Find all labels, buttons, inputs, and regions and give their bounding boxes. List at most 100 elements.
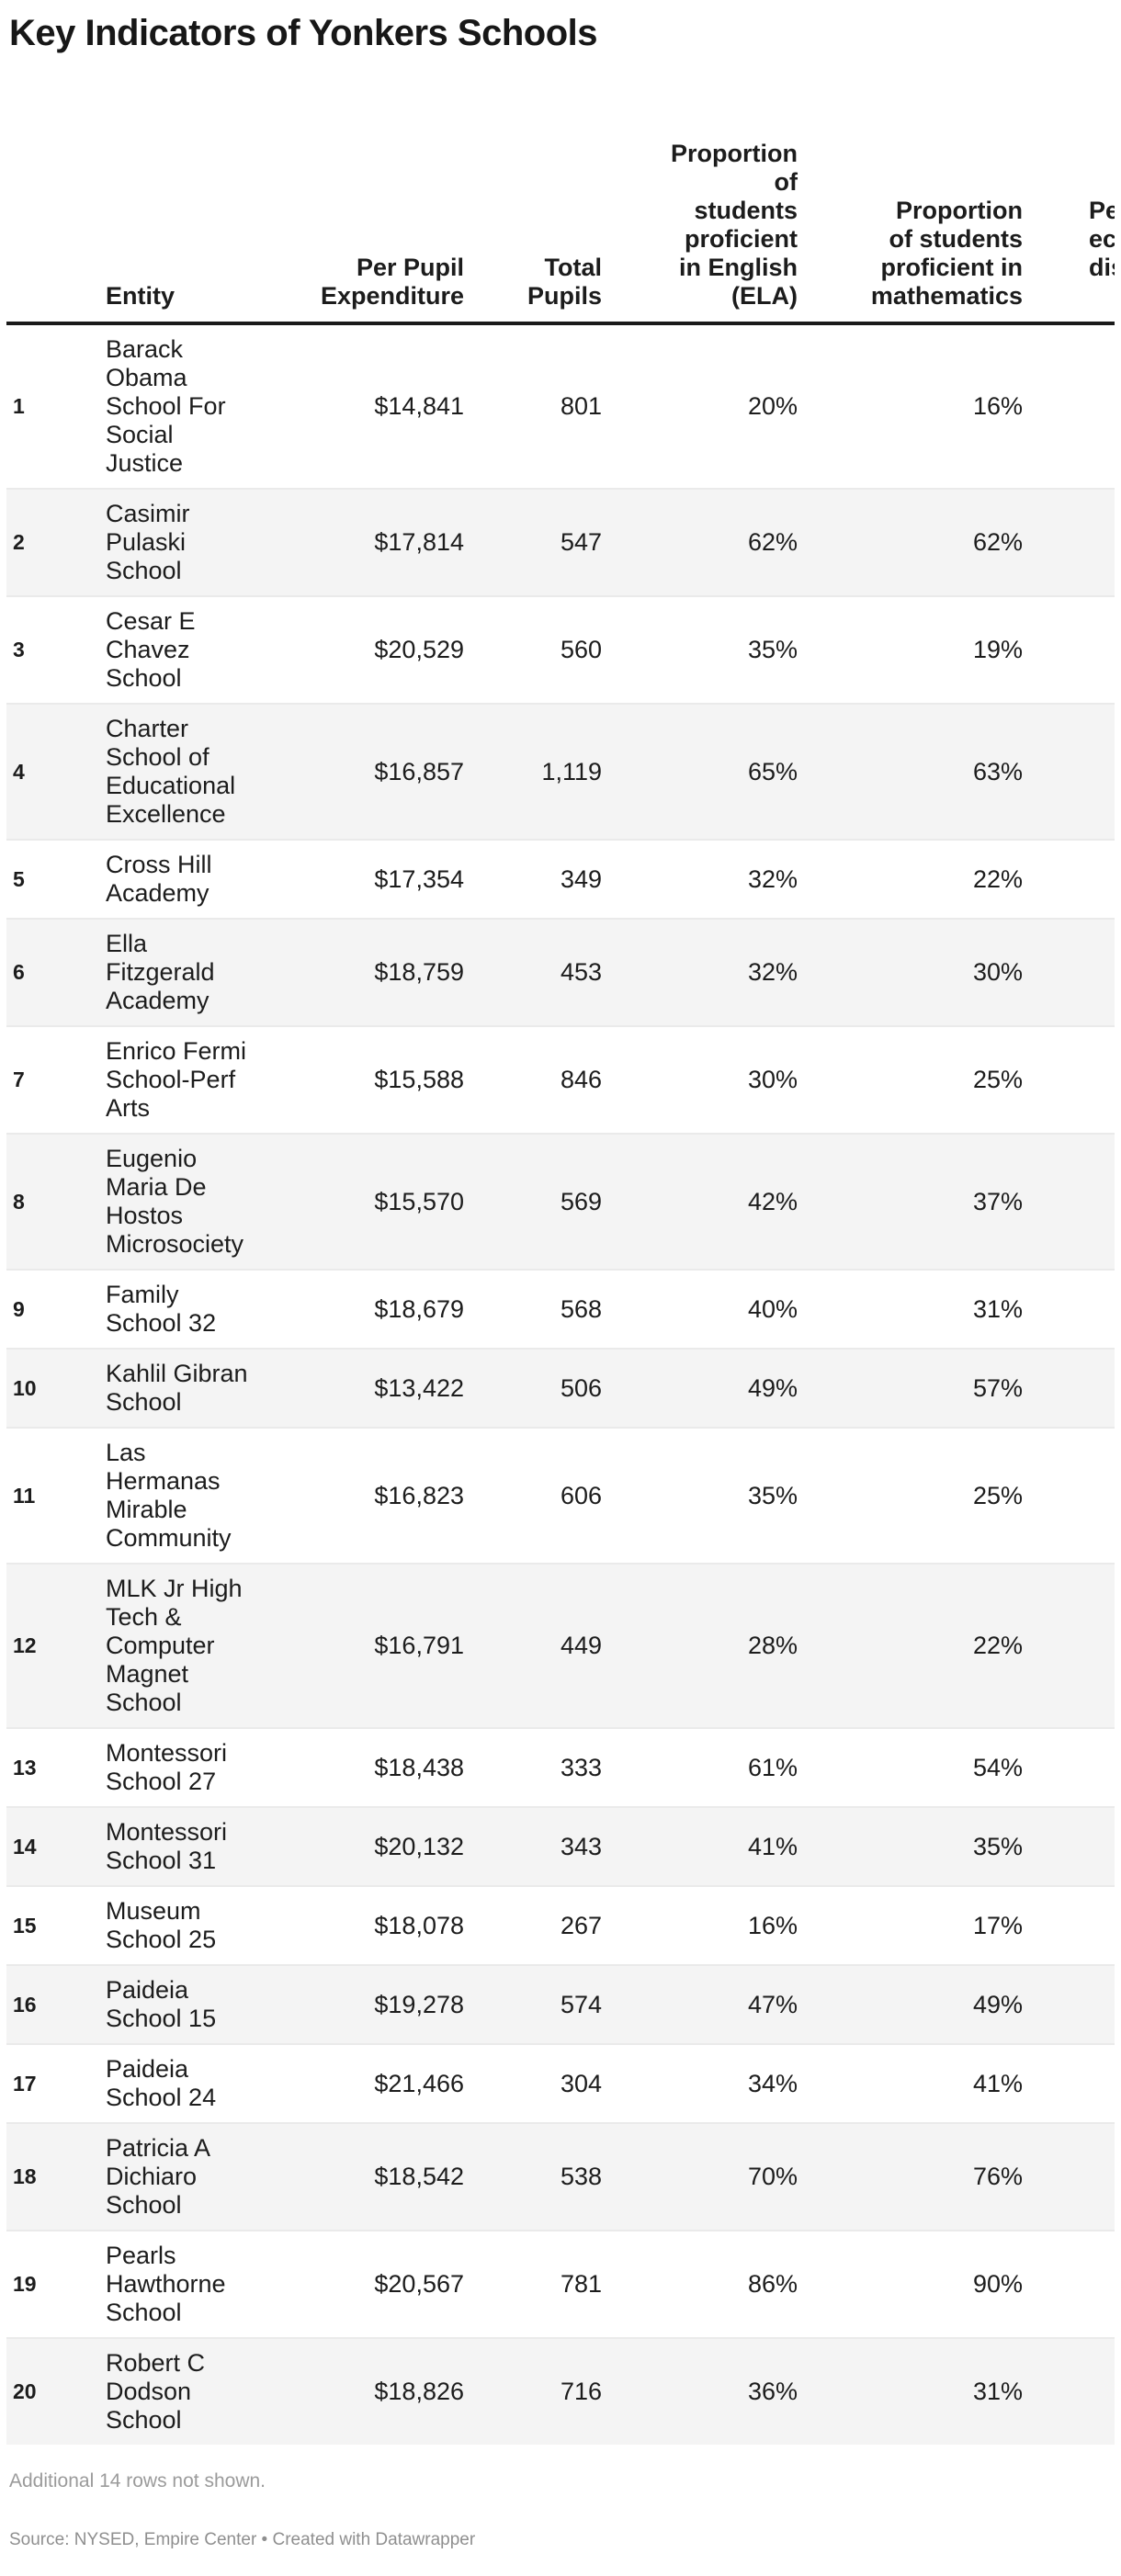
table-row: 1 Barack Obama School For Social Justice…: [6, 323, 1115, 489]
expenditure-cell: $15,570: [285, 1133, 464, 1270]
math-proficiency-cell: 54%: [798, 1727, 1023, 1807]
total-pupils-cell: 574: [464, 1964, 602, 2044]
entity-cell: Barack Obama School For Social Justice: [106, 335, 226, 477]
row-number: 8: [6, 1133, 101, 1270]
math-proficiency-cell: 19%: [798, 595, 1023, 704]
entity-cell: Montessori School 27: [101, 1727, 285, 1807]
entity-cell: Cross Hill Academy: [101, 839, 285, 919]
header-spacer-line: [1089, 282, 1115, 311]
total-pupils-cell: 569: [464, 1133, 602, 1270]
entity-cell: Pearls Hawthorne School: [101, 2230, 285, 2338]
entity-cell: Charter School of Educational Excellence: [101, 703, 285, 840]
row-number: 12: [6, 1563, 101, 1728]
row-number: 4: [6, 703, 101, 840]
entity-cell: Enrico Fermi School-Perf Arts: [101, 1025, 285, 1134]
column-header-entity: Entity: [101, 55, 285, 325]
entity-cell: Eugenio Maria De Hostos Microsociety: [101, 1133, 285, 1270]
row-number: 20: [6, 2337, 101, 2445]
entity-cell: Robert C Dodson School: [101, 2337, 285, 2445]
row-number: 5: [6, 839, 101, 919]
truncation-note: Additional 14 rows not shown.: [9, 2470, 266, 2491]
math-proficiency-cell: 57%: [798, 1348, 1023, 1428]
row-number: 1: [13, 394, 25, 418]
ela-proficiency-cell: 35%: [602, 595, 798, 704]
expenditure-cell: $17,814: [285, 488, 464, 596]
table-body: 1 Barack Obama School For Social Justice…: [6, 323, 1115, 2445]
total-pupils-cell: 453: [464, 918, 602, 1026]
math-proficiency-cell: 90%: [798, 2230, 1023, 2338]
math-proficiency-cell: 31%: [798, 1269, 1023, 1349]
total-pupils-cell: 349: [464, 839, 602, 919]
truncated-column-cell: [1023, 1964, 1115, 2044]
total-pupils-cell: 568: [464, 1269, 602, 1349]
expenditure-cell: $18,438: [285, 1727, 464, 1807]
expenditure-cell: $20,567: [285, 2230, 464, 2338]
expenditure-cell: $18,826: [285, 2337, 464, 2445]
ela-proficiency-cell: 41%: [602, 1806, 798, 1886]
expenditure-cell: $15,588: [285, 1025, 464, 1134]
expenditure-cell: $18,542: [285, 2122, 464, 2231]
expenditure-cell: $18,759: [285, 918, 464, 1026]
truncated-column-cell: [1023, 1025, 1115, 1134]
expenditure-cell: $17,354: [285, 839, 464, 919]
ela-proficiency-cell: 35%: [602, 1427, 798, 1564]
total-pupils-cell: 801: [560, 392, 602, 420]
truncated-column-cell: [1023, 2337, 1115, 2445]
datawrapper-credit-link[interactable]: Created with Datawrapper: [272, 2530, 476, 2549]
row-number: 13: [6, 1727, 101, 1807]
ela-proficiency-cell: 65%: [602, 703, 798, 840]
truncated-column-cell: [1023, 918, 1115, 1026]
table-row: 15 Museum School 25 $18,078 267 16% 17%: [6, 1885, 1115, 1965]
row-number: 9: [6, 1269, 101, 1349]
truncated-column-cell: [1023, 1563, 1115, 1728]
column-header-total-pupils: Total Pupils: [464, 55, 602, 325]
ela-proficiency-cell: 32%: [602, 918, 798, 1026]
column-header-per-pupil-expenditure: Per Pupil Expenditure: [285, 55, 464, 325]
table-row: 4 Charter School of Educational Excellen…: [6, 703, 1115, 840]
key-indicators-table: Entity Per Pupil Expenditure Total Pupil…: [6, 55, 1115, 2445]
expenditure-cell: $16,791: [285, 1563, 464, 1728]
ela-proficiency-cell: 62%: [602, 488, 798, 596]
row-number: 7: [6, 1025, 101, 1134]
table-row: 11 Las Hermanas Mirable Community $16,82…: [6, 1427, 1115, 1564]
total-pupils-cell: 267: [464, 1885, 602, 1965]
row-number: 10: [6, 1348, 101, 1428]
ela-proficiency-cell: 42%: [602, 1133, 798, 1270]
math-proficiency-cell: 41%: [798, 2043, 1023, 2123]
math-proficiency-cell: 22%: [798, 1563, 1023, 1728]
ela-proficiency-cell: 20%: [747, 392, 798, 420]
total-pupils-cell: 343: [464, 1806, 602, 1886]
ela-proficiency-cell: 47%: [602, 1964, 798, 2044]
total-pupils-cell: 716: [464, 2337, 602, 2445]
ela-proficiency-cell: 36%: [602, 2337, 798, 2445]
table-row: 5 Cross Hill Academy $17,354 349 32% 22%: [6, 839, 1115, 919]
entity-cell: Ella Fitzgerald Academy: [101, 918, 285, 1026]
expenditure-cell: $20,529: [285, 595, 464, 704]
total-pupils-cell: 304: [464, 2043, 602, 2123]
row-number: 18: [6, 2122, 101, 2231]
ela-proficiency-cell: 28%: [602, 1563, 798, 1728]
header-row: Entity Per Pupil Expenditure Total Pupil…: [6, 55, 1115, 325]
table-row: 3 Cesar E Chavez School $20,529 560 35% …: [6, 595, 1115, 704]
column-header-ela-proficiency: Proportion of students proficient in Eng…: [602, 55, 798, 325]
truncated-column-cell: [1023, 2122, 1115, 2231]
row-number: 15: [6, 1885, 101, 1965]
total-pupils-cell: 333: [464, 1727, 602, 1807]
expenditure-cell: $19,278: [285, 1964, 464, 2044]
truncated-column-cell: [1023, 2230, 1115, 2338]
expenditure-cell: $18,078: [285, 1885, 464, 1965]
ela-proficiency-cell: 86%: [602, 2230, 798, 2338]
row-number: 6: [6, 918, 101, 1026]
expenditure-cell: $16,823: [285, 1427, 464, 1564]
total-pupils-cell: 506: [464, 1348, 602, 1428]
truncated-column-cell: [1023, 488, 1115, 596]
table-viewport: Entity Per Pupil Expenditure Total Pupil…: [6, 55, 1115, 2445]
math-proficiency-cell: 30%: [798, 918, 1023, 1026]
truncated-column-cell: [1023, 1427, 1115, 1564]
table-row: 6 Ella Fitzgerald Academy $18,759 453 32…: [6, 918, 1115, 1026]
entity-cell: Kahlil Gibran School: [101, 1348, 285, 1428]
total-pupils-cell: 449: [464, 1563, 602, 1728]
row-number: 3: [6, 595, 101, 704]
total-pupils-cell: 781: [464, 2230, 602, 2338]
